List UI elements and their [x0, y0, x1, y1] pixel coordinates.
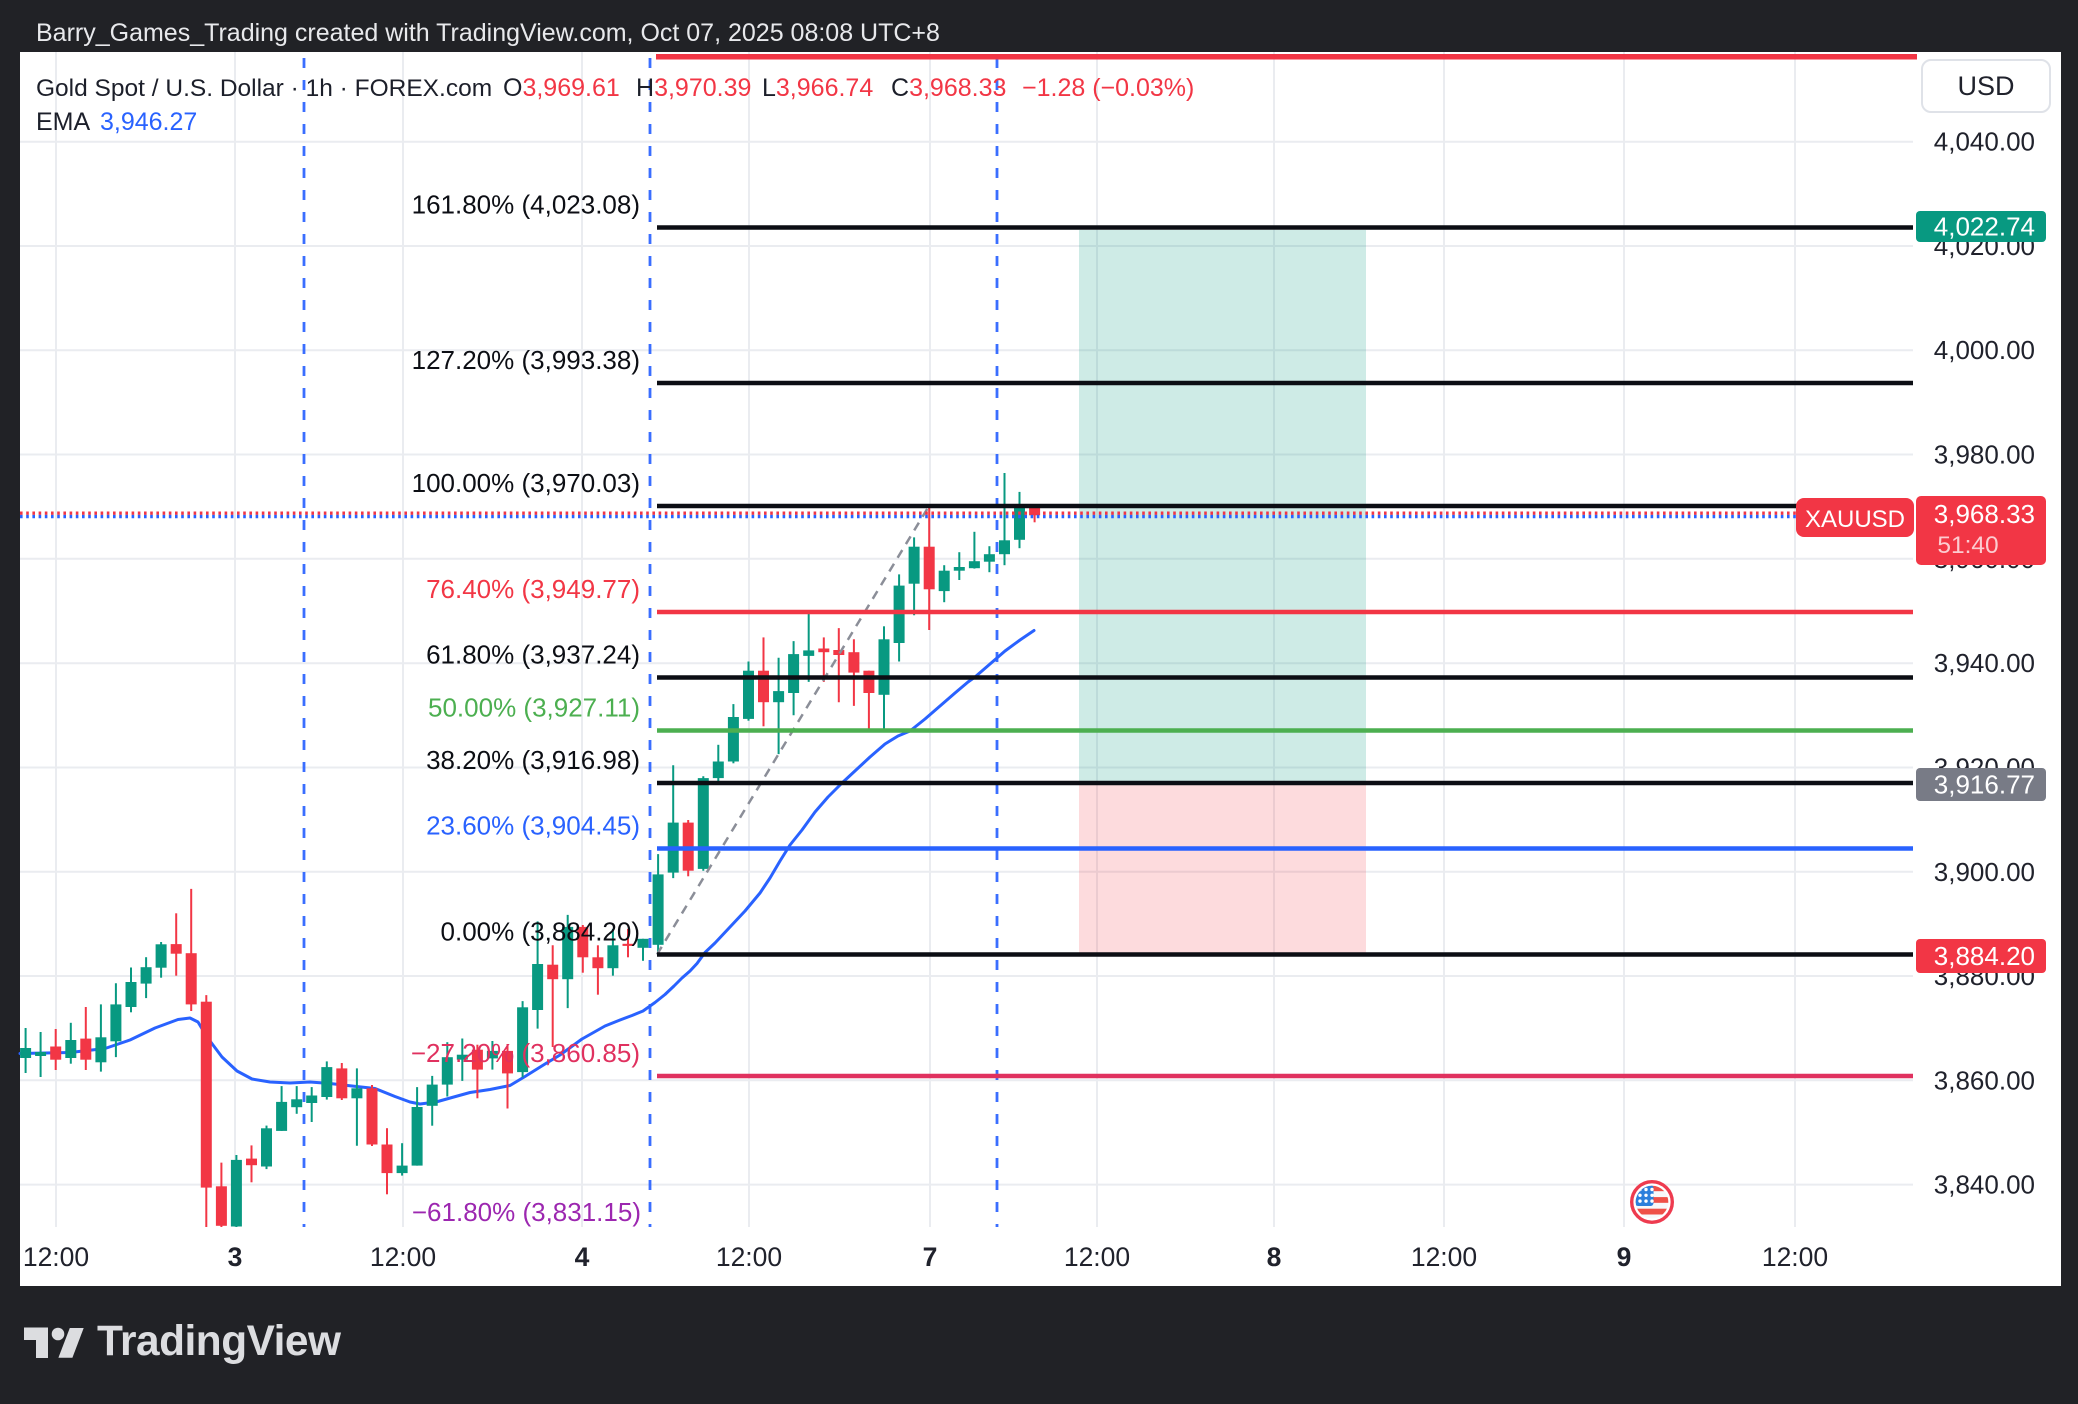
- svg-text:4,000.00: 4,000.00: [1934, 335, 2035, 365]
- svg-text:161.80% (4,023.08): 161.80% (4,023.08): [412, 190, 640, 220]
- svg-text:C3,968.33: C3,968.33: [891, 74, 1006, 102]
- svg-text:3,840.00: 3,840.00: [1934, 1170, 2035, 1200]
- svg-text:TradingView: TradingView: [97, 1317, 342, 1364]
- svg-text:0.00% (3,884.20): 0.00% (3,884.20): [441, 917, 640, 947]
- svg-text:38.20% (3,916.98): 38.20% (3,916.98): [426, 745, 640, 775]
- svg-text:3,916.77: 3,916.77: [1934, 770, 2035, 800]
- svg-text:H3,970.39: H3,970.39: [636, 74, 751, 102]
- svg-text:−1.28 (−0.03%): −1.28 (−0.03%): [1022, 74, 1194, 102]
- svg-text:51:40: 51:40: [1937, 532, 1998, 559]
- svg-text:Barry_Games_Trading created wi: Barry_Games_Trading created with Trading…: [36, 19, 940, 47]
- svg-text:4,040.00: 4,040.00: [1934, 127, 2035, 157]
- svg-text:3,884.20: 3,884.20: [1934, 941, 2035, 971]
- svg-text:O3,969.61: O3,969.61: [503, 74, 620, 102]
- svg-text:61.80% (3,937.24): 61.80% (3,937.24): [426, 640, 640, 670]
- svg-text:USD: USD: [1957, 71, 2014, 101]
- svg-text:3: 3: [228, 1242, 243, 1272]
- svg-text:127.20% (3,993.38): 127.20% (3,993.38): [412, 345, 640, 375]
- svg-text:−27.20% (3,860.85): −27.20% (3,860.85): [411, 1038, 640, 1068]
- svg-text:12:00: 12:00: [23, 1242, 89, 1272]
- svg-text:12:00: 12:00: [716, 1242, 782, 1272]
- svg-text:4,022.74: 4,022.74: [1934, 212, 2035, 242]
- svg-text:12:00: 12:00: [1411, 1242, 1477, 1272]
- svg-text:76.40% (3,949.77): 76.40% (3,949.77): [426, 574, 640, 604]
- svg-text:23.60% (3,904.45): 23.60% (3,904.45): [426, 811, 640, 841]
- svg-text:3,860.00: 3,860.00: [1934, 1065, 2035, 1095]
- svg-text:3,940.00: 3,940.00: [1934, 648, 2035, 678]
- svg-text:8: 8: [1267, 1242, 1282, 1272]
- svg-text:3,968.33: 3,968.33: [1934, 499, 2035, 529]
- svg-text:Gold Spot / U.S. Dollar · 1h ·: Gold Spot / U.S. Dollar · 1h · FOREX.com: [36, 75, 492, 102]
- svg-text:12:00: 12:00: [1762, 1242, 1828, 1272]
- svg-text:3,980.00: 3,980.00: [1934, 440, 2035, 470]
- svg-text:12:00: 12:00: [1064, 1242, 1130, 1272]
- svg-text:7: 7: [923, 1242, 938, 1272]
- svg-text:EMA: EMA: [36, 108, 91, 136]
- svg-text:12:00: 12:00: [370, 1242, 436, 1272]
- svg-text:L3,966.74: L3,966.74: [762, 74, 873, 102]
- svg-text:50.00% (3,927.11): 50.00% (3,927.11): [428, 693, 640, 723]
- svg-text:XAUUSD: XAUUSD: [1805, 506, 1905, 533]
- svg-text:−61.80% (3,831.15): −61.80% (3,831.15): [412, 1197, 641, 1227]
- svg-text:3,900.00: 3,900.00: [1934, 857, 2035, 887]
- svg-text:100.00% (3,970.03): 100.00% (3,970.03): [412, 468, 640, 498]
- svg-text:9: 9: [1617, 1242, 1632, 1272]
- svg-text:3,946.27: 3,946.27: [100, 108, 197, 136]
- svg-text:4: 4: [575, 1242, 590, 1272]
